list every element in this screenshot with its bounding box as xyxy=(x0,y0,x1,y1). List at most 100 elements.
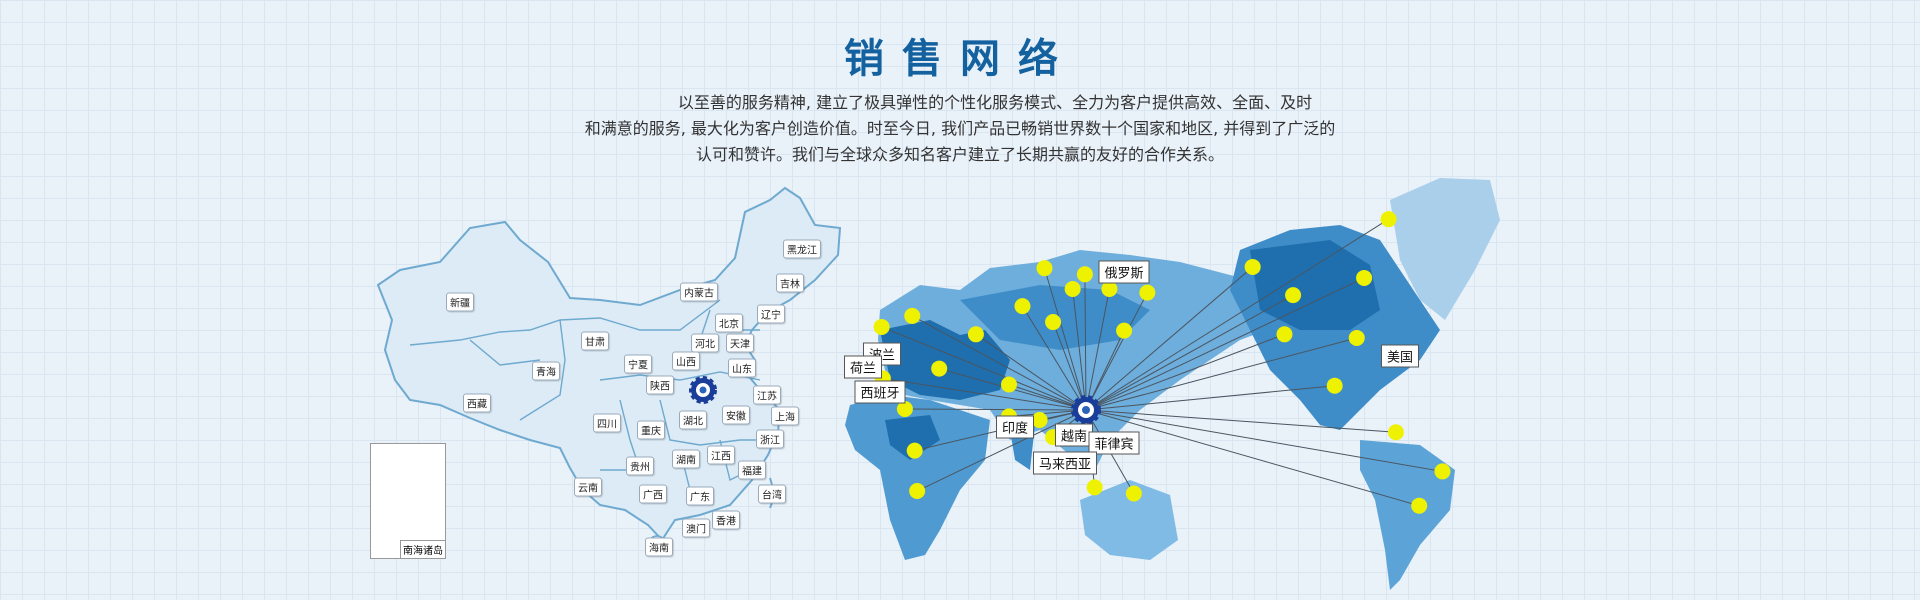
province-label: 海南 xyxy=(645,537,673,557)
province-label: 山东 xyxy=(728,358,756,378)
country-label: 荷兰 xyxy=(843,355,883,379)
connection-line xyxy=(1084,274,1087,411)
connection-line xyxy=(1085,385,1335,411)
connection-line xyxy=(904,408,1087,411)
province-label: 宁夏 xyxy=(624,354,652,374)
location-dot-icon xyxy=(1356,269,1373,286)
country-label: 美国 xyxy=(1380,344,1420,368)
connection-line xyxy=(1085,294,1294,411)
location-dot-icon xyxy=(1064,280,1081,297)
province-label: 新疆 xyxy=(446,292,474,312)
location-dot-icon xyxy=(1116,322,1133,339)
connection-line xyxy=(975,333,1087,411)
country-label: 马来西亚 xyxy=(1032,451,1098,475)
connection-line xyxy=(1085,292,1148,411)
location-dot-icon xyxy=(1411,497,1428,514)
connection-line xyxy=(1085,277,1365,411)
connection-line xyxy=(1085,266,1253,411)
location-dot-icon xyxy=(1348,329,1365,346)
location-dot-icon xyxy=(1125,485,1142,502)
province-label: 天津 xyxy=(726,333,754,353)
country-label: 西班牙 xyxy=(854,380,906,404)
location-dot-icon xyxy=(904,307,921,324)
connection-line xyxy=(1085,218,1389,411)
connection-line xyxy=(1044,268,1087,411)
location-dot-icon xyxy=(906,442,923,459)
province-label: 重庆 xyxy=(637,420,665,440)
company-gear-logo-icon xyxy=(689,376,717,404)
location-dot-icon xyxy=(1139,284,1156,301)
location-dot-icon xyxy=(1244,258,1261,275)
location-dot-icon xyxy=(1076,266,1093,283)
location-dot-icon xyxy=(1285,287,1302,304)
province-label: 吉林 xyxy=(776,273,804,293)
location-dot-icon xyxy=(896,400,913,417)
province-label: 福建 xyxy=(738,460,766,480)
province-label: 安徽 xyxy=(722,405,750,425)
province-label: 陕西 xyxy=(646,375,674,395)
connection-line xyxy=(912,315,1087,411)
connection-line xyxy=(1085,409,1396,433)
location-dot-icon xyxy=(1387,424,1404,441)
intro-text: 以至善的服务精神, 建立了极具弹性的个性化服务模式、全力为客户提供高效、全面、及… xyxy=(0,90,1920,168)
location-dot-icon xyxy=(909,483,926,500)
province-label: 山西 xyxy=(672,351,700,371)
province-label: 四川 xyxy=(593,413,621,433)
province-label: 广东 xyxy=(686,486,714,506)
province-label: 河北 xyxy=(691,333,719,353)
company-gear-logo-icon xyxy=(1071,395,1101,425)
province-label: 辽宁 xyxy=(757,304,785,324)
connection-line xyxy=(1052,321,1087,411)
location-dot-icon xyxy=(1045,314,1062,331)
province-label: 北京 xyxy=(715,313,743,333)
province-label: 香港 xyxy=(712,510,740,530)
province-label: 江西 xyxy=(707,445,735,465)
province-label: 广西 xyxy=(639,484,667,504)
location-dot-icon xyxy=(1380,211,1397,228)
intro-line: 和满意的服务, 最大化为客户创造价值。时至今日, 我们产品已畅销世界数十个国家和… xyxy=(584,119,1336,138)
province-label: 贵州 xyxy=(626,456,654,476)
connection-line xyxy=(1085,288,1110,411)
province-label: 云南 xyxy=(574,477,602,497)
location-dot-icon xyxy=(1036,260,1053,277)
province-label: 澳门 xyxy=(682,518,710,538)
south-china-sea-inset: 南海诸岛 xyxy=(370,443,446,559)
province-label: 西藏 xyxy=(463,393,491,413)
province-label: 内蒙古 xyxy=(680,282,718,302)
province-label: 上海 xyxy=(771,406,799,426)
location-dot-icon xyxy=(1086,479,1103,496)
location-dot-icon xyxy=(873,318,890,335)
connection-line xyxy=(1085,333,1285,411)
country-label: 越南 xyxy=(1054,423,1094,447)
connection-line xyxy=(1022,305,1087,411)
connection-line xyxy=(882,377,1087,411)
location-dot-icon xyxy=(1276,326,1293,343)
province-label: 湖北 xyxy=(679,410,707,430)
world-map xyxy=(845,178,1500,590)
country-label: 俄罗斯 xyxy=(1098,260,1150,284)
province-label: 甘肃 xyxy=(581,331,609,351)
location-dot-icon xyxy=(1000,376,1017,393)
country-label: 印度 xyxy=(995,415,1035,439)
location-dot-icon xyxy=(1326,377,1343,394)
intro-line: 认可和赞许。我们与全球众多知名客户建立了长期共赢的友好的合作关系。 xyxy=(695,145,1224,164)
connection-line xyxy=(1085,337,1357,411)
connection-line xyxy=(1085,409,1443,472)
connection-line xyxy=(881,326,1087,411)
page-title: 销售网络 xyxy=(844,36,1076,82)
province-label: 江苏 xyxy=(753,385,781,405)
province-label: 青海 xyxy=(532,361,560,381)
intro-line: 以至善的服务精神, 建立了极具弹性的个性化服务模式、全力为客户提供高效、全面、及… xyxy=(677,93,1313,112)
province-label: 黑龙江 xyxy=(783,239,821,259)
province-label: 湖南 xyxy=(672,449,700,469)
province-label: 台湾 xyxy=(758,484,786,504)
location-dot-icon xyxy=(1434,463,1451,480)
connection-line xyxy=(1085,409,1420,507)
location-dot-icon xyxy=(967,326,984,343)
location-dot-icon xyxy=(931,360,948,377)
location-dot-icon xyxy=(1031,412,1048,429)
inset-label: 南海诸岛 xyxy=(400,540,445,558)
province-label: 浙江 xyxy=(756,429,784,449)
country-label: 菲律宾 xyxy=(1088,431,1140,455)
